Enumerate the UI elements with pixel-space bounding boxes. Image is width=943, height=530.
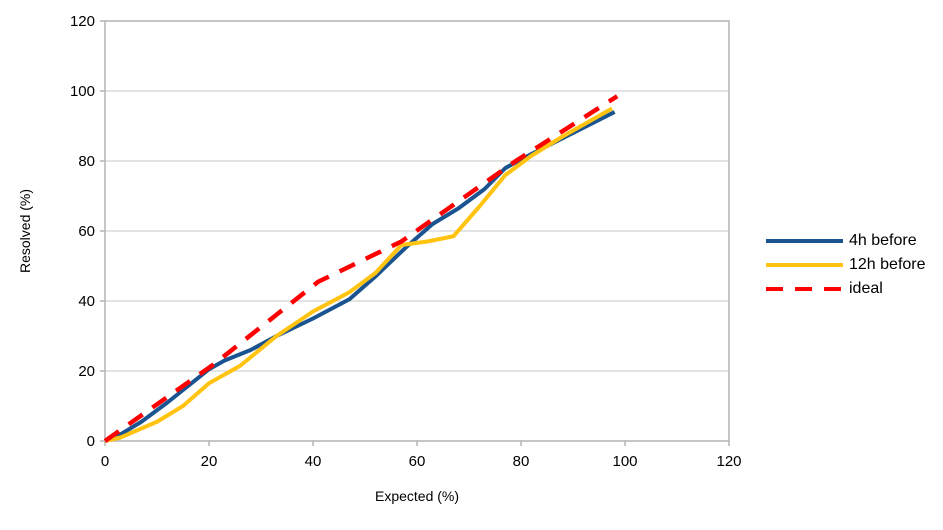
x-tick-label-80: 80 bbox=[513, 453, 530, 470]
x-tick-label-40: 40 bbox=[305, 453, 322, 470]
legend-item-ideal: ideal bbox=[766, 277, 926, 301]
y-tick-label-100: 100 bbox=[70, 83, 95, 100]
legend-line-swatch-4h-before bbox=[766, 239, 843, 243]
legend-label-4h-before: 4h before bbox=[849, 232, 917, 249]
legend-line-swatch-ideal bbox=[766, 287, 843, 291]
series-line-12h-before bbox=[104, 106, 613, 443]
x-tick-label-60: 60 bbox=[409, 453, 426, 470]
legend: 4h before 12h before ideal bbox=[766, 229, 926, 301]
series-line-4h-before bbox=[104, 110, 616, 443]
y-tick-label-20: 20 bbox=[78, 363, 95, 380]
legend-item-12h-before: 12h before bbox=[766, 253, 926, 277]
legend-label-12h-before: 12h before bbox=[849, 256, 926, 273]
y-tick-label-80: 80 bbox=[78, 153, 95, 170]
legend-label-ideal: ideal bbox=[849, 280, 883, 297]
x-tick-label-120: 120 bbox=[716, 453, 741, 470]
x-tick-label-20: 20 bbox=[201, 453, 218, 470]
x-tick-label-100: 100 bbox=[612, 453, 637, 470]
y-axis-title: Resolved (%) bbox=[17, 188, 33, 274]
y-tick-label-40: 40 bbox=[78, 293, 95, 310]
x-tick-label-0: 0 bbox=[101, 453, 109, 470]
y-tick-label-120: 120 bbox=[70, 13, 95, 30]
legend-item-4h-before: 4h before bbox=[766, 229, 926, 253]
x-axis-title: Expected (%) bbox=[374, 488, 460, 504]
series-line-ideal bbox=[103, 94, 619, 443]
y-tick-label-60: 60 bbox=[78, 223, 95, 240]
legend-line-swatch-12h-before bbox=[766, 263, 843, 267]
y-tick-label-0: 0 bbox=[87, 433, 95, 450]
